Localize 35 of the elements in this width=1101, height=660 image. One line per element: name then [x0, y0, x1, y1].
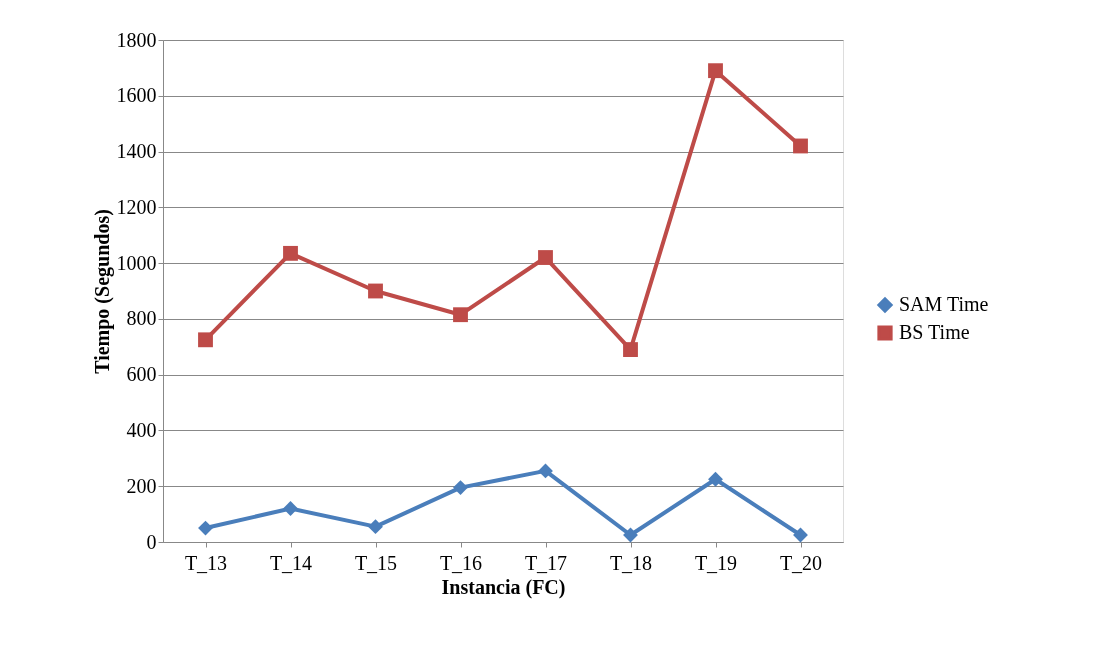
point — [453, 480, 468, 496]
y-tick-label: 800 — [126, 307, 157, 330]
y-tick-label: 1000 — [116, 251, 157, 274]
point — [708, 63, 723, 79]
point — [708, 471, 723, 487]
point — [793, 138, 808, 154]
x-tick-label: T_16 — [439, 551, 483, 574]
x-tick-label: T_17 — [524, 551, 568, 574]
y-tick-label: 1600 — [116, 84, 157, 107]
point — [198, 332, 213, 348]
point — [283, 245, 298, 261]
point — [368, 283, 383, 299]
y-tick-label: 1800 — [116, 28, 157, 51]
point — [368, 519, 383, 535]
legend-label: SAM Time — [899, 293, 989, 315]
legend-label: BS Time — [899, 321, 970, 343]
x-axis-title: Instancia (FC) — [441, 575, 566, 599]
point — [538, 250, 553, 265]
y-tick-label: 600 — [126, 363, 157, 386]
y-axis-title: Tiempo (Segundos) — [90, 209, 114, 374]
x-tick-label: T_14 — [269, 551, 313, 574]
point — [283, 501, 298, 516]
x-tick-label: T_19 — [694, 551, 738, 574]
point — [623, 342, 638, 357]
point — [453, 307, 468, 323]
y-tick-label: 1400 — [116, 140, 157, 163]
x-tick-label: T_13 — [184, 551, 228, 574]
x-tick-label: T_20 — [779, 551, 823, 574]
x-tick-label: T_15 — [354, 551, 398, 574]
y-tick-label: 0 — [146, 530, 157, 553]
y-tick-label: 1200 — [116, 195, 157, 218]
point — [538, 463, 553, 479]
y-tick-label: 400 — [126, 418, 157, 441]
y-tick-label: 200 — [126, 474, 157, 497]
x-tick-label: T_18 — [609, 551, 653, 574]
